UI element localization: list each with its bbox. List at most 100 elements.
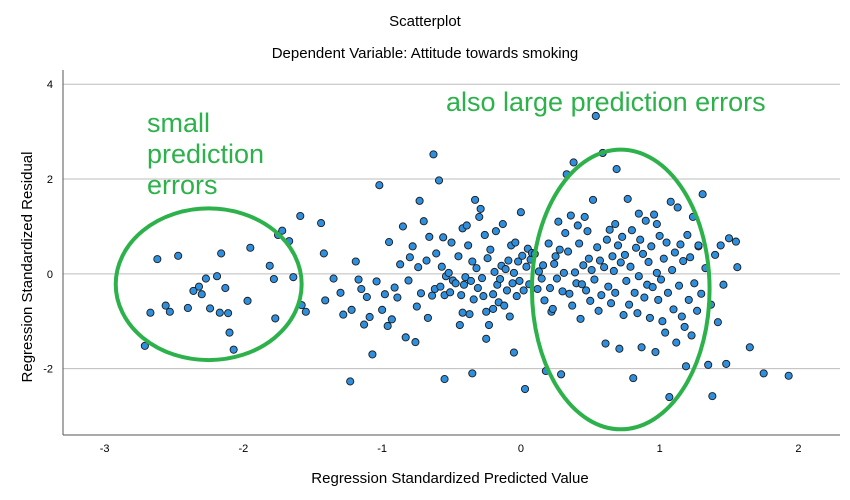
data-point xyxy=(595,256,605,265)
data-point xyxy=(317,219,326,228)
data-point xyxy=(502,286,512,295)
data-point xyxy=(498,220,507,229)
data-point xyxy=(509,268,518,277)
data-point xyxy=(500,301,509,310)
data-point xyxy=(194,282,204,291)
data-point xyxy=(672,338,681,347)
y-tick-label: 0 xyxy=(47,269,53,281)
data-point xyxy=(473,284,482,293)
data-point xyxy=(591,111,600,121)
data-point xyxy=(486,245,495,254)
data-point xyxy=(612,165,621,174)
data-point xyxy=(551,252,560,261)
data-point xyxy=(540,296,549,305)
x-tick-label: -2 xyxy=(238,443,248,455)
data-point xyxy=(668,265,677,275)
data-point xyxy=(576,314,585,323)
data-point xyxy=(516,208,525,217)
data-point xyxy=(559,268,568,277)
data-point xyxy=(484,320,494,330)
data-point xyxy=(634,209,643,218)
chart-title: Scatterplot xyxy=(389,13,462,30)
data-point xyxy=(731,237,740,246)
data-point xyxy=(514,257,523,266)
data-point xyxy=(436,282,445,291)
data-point xyxy=(423,313,432,322)
data-point xyxy=(372,277,381,286)
data-point xyxy=(398,222,407,231)
data-point xyxy=(362,293,371,302)
data-point xyxy=(533,284,542,294)
data-point xyxy=(650,210,659,219)
data-point xyxy=(586,296,595,305)
data-point xyxy=(482,334,491,343)
data-point xyxy=(161,301,170,310)
data-point xyxy=(565,289,574,298)
data-point xyxy=(375,181,384,190)
data-point xyxy=(579,261,588,270)
data-point xyxy=(165,307,174,316)
data-point xyxy=(568,301,577,310)
data-point xyxy=(613,241,623,250)
data-point xyxy=(458,308,467,317)
data-point xyxy=(633,309,642,318)
data-point xyxy=(365,312,374,322)
data-point xyxy=(638,249,648,258)
data-point xyxy=(265,261,274,270)
data-point xyxy=(515,276,524,285)
data-point xyxy=(627,226,636,235)
data-point xyxy=(469,295,478,304)
data-point xyxy=(584,254,593,263)
data-point xyxy=(501,265,510,274)
data-point xyxy=(437,262,446,271)
data-point xyxy=(626,262,635,271)
data-point xyxy=(439,233,448,242)
data-point xyxy=(491,227,500,236)
data-point xyxy=(539,261,548,270)
data-point xyxy=(666,197,675,206)
data-point xyxy=(554,217,563,226)
data-point xyxy=(201,274,210,283)
data-point xyxy=(561,229,570,238)
data-point xyxy=(673,203,682,212)
data-point xyxy=(432,249,441,258)
data-point xyxy=(412,302,421,311)
data-point xyxy=(477,274,487,283)
data-point xyxy=(550,259,559,268)
data-point xyxy=(459,280,469,289)
data-point xyxy=(396,260,405,269)
data-point xyxy=(221,284,230,293)
data-point xyxy=(319,249,328,258)
data-point xyxy=(600,263,609,272)
y-axis-title: Regression Standardized Residual xyxy=(19,152,36,383)
data-point xyxy=(440,375,449,384)
data-point xyxy=(611,288,620,297)
data-point xyxy=(468,369,477,378)
data-point xyxy=(623,194,632,203)
data-point xyxy=(346,377,355,386)
chart-subtitle: Dependent Variable: Attitude towards smo… xyxy=(272,45,579,62)
data-point xyxy=(401,333,410,342)
data-point xyxy=(577,280,586,289)
data-point xyxy=(690,279,699,288)
data-point xyxy=(509,348,518,357)
data-point xyxy=(483,254,492,263)
data-point xyxy=(636,235,645,244)
data-point xyxy=(605,225,614,234)
data-point xyxy=(573,221,582,230)
data-point xyxy=(665,393,674,402)
data-point xyxy=(655,231,664,240)
data-point xyxy=(590,275,599,284)
data-point xyxy=(663,288,673,297)
data-point xyxy=(428,291,437,300)
data-point xyxy=(146,308,155,317)
data-point xyxy=(360,320,369,329)
data-point xyxy=(278,226,287,235)
data-point xyxy=(411,338,420,347)
data-point xyxy=(490,267,499,276)
data-point xyxy=(724,234,734,243)
data-point xyxy=(354,275,363,284)
data-point xyxy=(670,248,679,257)
data-point xyxy=(471,195,480,204)
